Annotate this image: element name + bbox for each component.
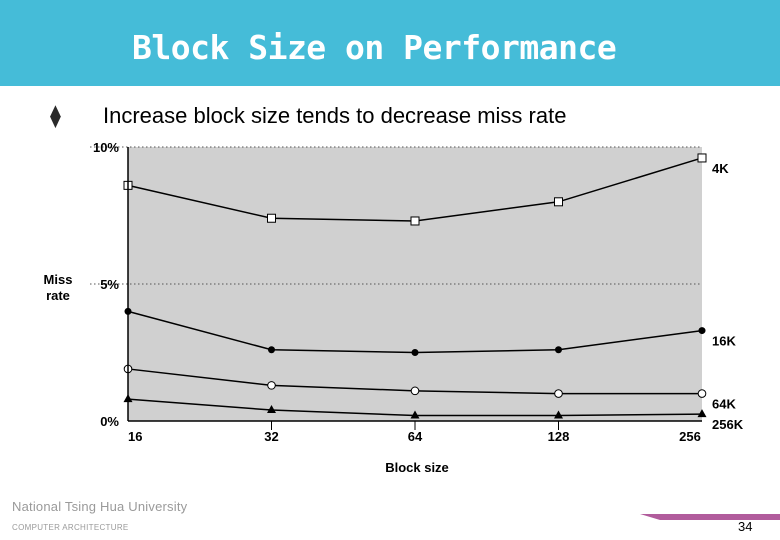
data-point-16K [698,327,706,335]
data-point-64K [410,386,420,396]
axis-layer [127,147,702,430]
data-point-4K [410,216,420,226]
x-tick-label: 64 [408,429,423,444]
data-point-64K [554,389,563,398]
data-point-256K [554,410,563,419]
title-bar [0,0,780,86]
footer-bar [0,514,780,520]
diamond-bullet-icon: ⧫ [50,104,61,129]
data-point-64K [267,381,276,390]
data-point-4K [697,153,707,163]
x-tick-label: 256 [679,429,701,444]
data-point-16K [555,346,562,354]
series-label-256K: 256K [712,417,744,432]
data-point-4K [554,197,563,207]
y-tick-label: 5% [100,277,119,292]
data-point-16K [268,346,275,354]
data-point-256K [410,410,420,419]
data-point-256K [267,405,276,414]
data-point-4K [267,213,276,223]
y-axis-label-line2: rate [46,288,70,303]
footer-bar-shape [0,514,780,520]
x-tick-label: 16 [128,429,142,444]
x-tick-label: 128 [548,429,570,444]
data-point-256K [697,409,707,418]
series-label-16K: 16K [712,334,736,349]
page-number: 34 [738,519,753,534]
x-tick-label: 32 [264,429,278,444]
series-label-4K: 4K [712,161,729,176]
bullet-text: Increase block size tends to decrease mi… [103,103,567,128]
y-tick-label: 10% [93,140,119,155]
y-axis-label-line1: Miss [44,272,73,287]
series-label-64K: 64K [712,397,736,412]
x-axis-label: Block size [385,460,449,475]
slide-title: Block Size on Performance [132,28,617,67]
label-layer: Miss rate Block size 0% 5% 10% 16 32 64 128 256… [44,140,744,475]
data-point-16K [411,349,419,356]
data-point-64K [697,389,707,398]
footer-department: COMPUTER ARCHITECTURE [12,523,129,532]
footer-university: National Tsing Hua University [12,499,188,514]
y-tick-label: 0% [100,414,119,429]
